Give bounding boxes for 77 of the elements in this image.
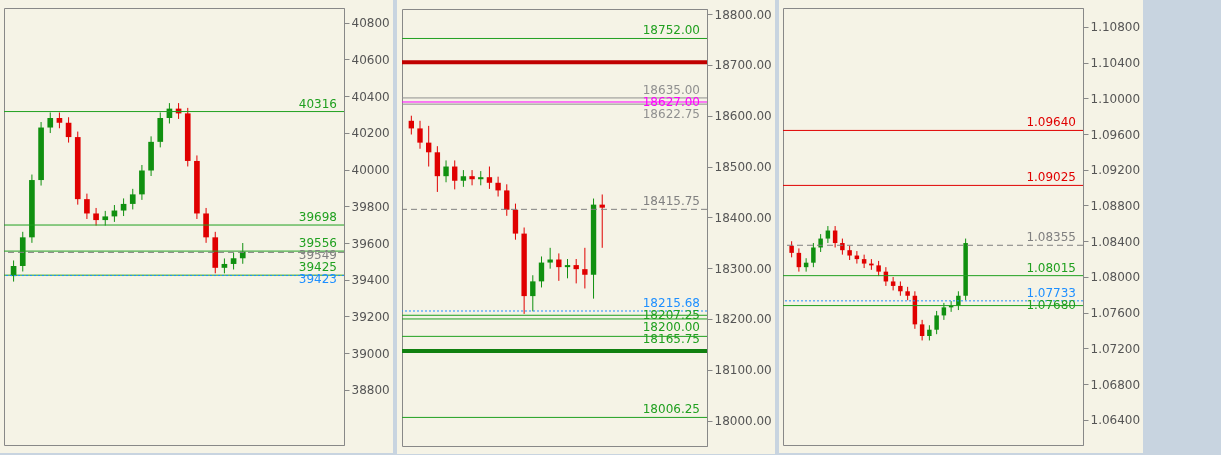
ref-line-label: 18622.75 — [642, 106, 700, 121]
candlestick — [486, 166, 493, 190]
ref-line-label: 39556 — [298, 236, 337, 251]
candlestick — [919, 319, 925, 341]
ref-line-label: 18627.00 — [642, 94, 700, 109]
ref-line-label: 18635.00 — [642, 82, 700, 97]
y-tick-label: 18100.00 — [714, 363, 772, 378]
ref-line-label: 1.09640 — [1026, 115, 1076, 130]
candlestick — [417, 120, 423, 150]
candlestick — [495, 176, 501, 197]
ref-line-label: 18006.25 — [642, 402, 700, 417]
candlestick — [139, 164, 145, 201]
ref-line-label: 39425 — [298, 260, 337, 275]
y-tick-label: 39600 — [351, 236, 390, 251]
ref-line-label: 18752.00 — [642, 23, 700, 38]
candlestick — [547, 247, 553, 270]
y-tick-label: 1.08800 — [1090, 199, 1141, 213]
candlestick — [890, 276, 896, 291]
candlestick — [934, 310, 939, 335]
y-tick-label: 40400 — [351, 89, 390, 104]
y-tick-label: 39800 — [351, 199, 390, 214]
candlestick — [556, 252, 562, 282]
y-tick-label: 1.09600 — [1090, 127, 1141, 142]
y-tick-label: 38800 — [351, 383, 390, 398]
candlestick — [573, 258, 579, 284]
y-tick-label: 39000 — [351, 346, 390, 361]
candlestick — [530, 274, 536, 312]
y-tick-label: 18500.00 — [714, 160, 772, 175]
y-tick-label: 18600.00 — [714, 109, 772, 124]
candlestick — [157, 111, 164, 148]
y-tick-label: 39200 — [351, 309, 390, 324]
y-tick-label: 1.09200 — [1090, 163, 1141, 178]
candlestick — [599, 193, 605, 249]
candlestick — [434, 145, 441, 193]
candlestick — [504, 183, 510, 217]
y-tick-label: 1.10400 — [1090, 56, 1141, 71]
ref-line-label: 1.08015 — [1026, 260, 1076, 275]
y-tick-label: 40800 — [351, 16, 390, 31]
y-tick-label: 18700.00 — [714, 58, 772, 73]
ref-line-label: 1.07733 — [1026, 285, 1076, 300]
ref-line-label: 18200.00 — [642, 320, 700, 334]
candlestick — [469, 169, 475, 186]
y-tick-label: 40000 — [351, 163, 390, 178]
y-tick-label: 1.07200 — [1090, 341, 1141, 356]
y-tick-label: 18800.00 — [714, 7, 772, 22]
ref-line-label: 1.08355 — [1026, 230, 1076, 245]
y-tick-label: 18200.00 — [714, 312, 772, 327]
candlestick — [129, 188, 136, 210]
y-tick-label: 1.07600 — [1090, 306, 1141, 321]
ref-line-label: 1.09025 — [1026, 170, 1076, 185]
candlestick — [84, 193, 90, 220]
ref-line-label: 39698 — [298, 210, 337, 225]
y-tick-label: 1.10000 — [1090, 91, 1141, 106]
candlestick — [512, 203, 519, 241]
y-tick-label: 40600 — [351, 52, 390, 67]
y-tick-label: 1.10800 — [1090, 20, 1141, 35]
candlestick — [564, 258, 571, 279]
candlestick — [811, 242, 816, 268]
candlestick — [452, 159, 458, 190]
ref-line-label: 18415.75 — [642, 194, 700, 209]
ref-line-label: 18215.68 — [642, 296, 700, 310]
y-tick-label: 18300.00 — [714, 261, 772, 276]
candlestick — [861, 254, 867, 269]
candlestick — [582, 247, 588, 289]
y-tick-label: 18400.00 — [714, 210, 772, 225]
candlestick — [47, 111, 54, 134]
candlestick — [443, 159, 449, 183]
ref-line-label: 40316 — [298, 96, 337, 111]
y-tick-label: 1.06800 — [1090, 377, 1141, 392]
y-tick-label: 40200 — [351, 126, 390, 141]
y-tick-label: 1.06400 — [1090, 413, 1141, 428]
candlestick — [93, 207, 99, 227]
y-tick-label: 1.08000 — [1090, 270, 1141, 285]
y-tick-label: 1.08400 — [1090, 234, 1141, 249]
y-tick-label: 18000.00 — [714, 414, 772, 429]
y-tick-label: 39400 — [351, 273, 390, 288]
candlestick — [203, 207, 209, 244]
